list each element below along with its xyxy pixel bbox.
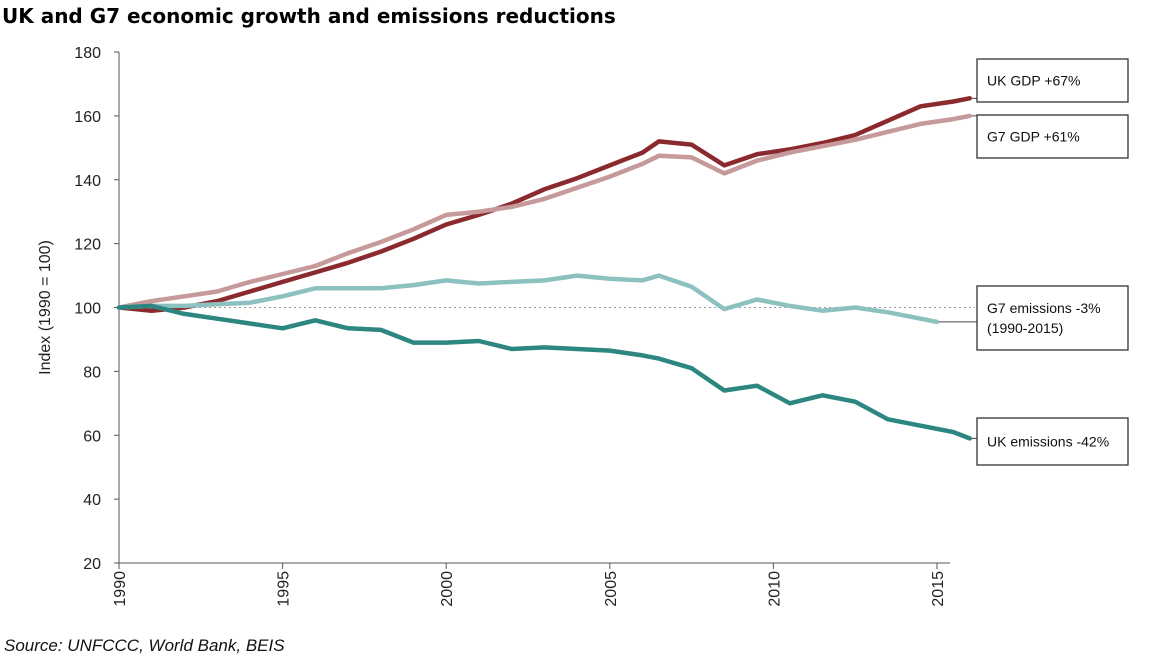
- y-tick-label: 140: [74, 173, 101, 190]
- y-tick-label: 160: [74, 109, 101, 126]
- y-tick-label: 40: [83, 492, 101, 509]
- uk-gdp-line: [116, 96, 972, 313]
- x-tick-label: 2000: [439, 571, 456, 607]
- g7-gdp-label-text: G7 GDP +61%: [987, 129, 1080, 145]
- uk-emissions-label-box: [976, 417, 1129, 466]
- x-tick-label: 2010: [766, 571, 783, 607]
- x-tick-label: 1995: [276, 571, 293, 607]
- x-tick-label: 1990: [112, 571, 129, 607]
- uk-gdp-label-box: [976, 58, 1129, 103]
- uk-emissions-label-text: UK emissions -42%: [987, 434, 1109, 450]
- g7-emissions-label-text: (1990-2015): [987, 320, 1063, 336]
- y-axis-title: Index (1990 = 100): [37, 240, 54, 375]
- y-tick-label: 120: [74, 237, 101, 254]
- x-tick-label: 2015: [930, 571, 947, 607]
- y-tick-label: 180: [74, 45, 101, 62]
- g7-emissions-label-box: [976, 285, 1129, 351]
- chart-title: UK and G7 economic growth and emissions …: [2, 4, 616, 28]
- source-note: Source: UNFCCC, World Bank, BEIS: [4, 636, 285, 655]
- g7-emissions-label-text: G7 emissions -3%: [987, 300, 1101, 316]
- y-tick-label: 60: [83, 428, 101, 445]
- y-tick-label: 20: [83, 556, 101, 573]
- uk-gdp-label-text: UK GDP +67%: [987, 73, 1081, 89]
- g7-gdp-line: [116, 113, 972, 310]
- series-lines: [116, 96, 972, 441]
- g7-gdp-label-box: [976, 114, 1129, 159]
- axes: 20 40 60 80 100 120 140 160 180 1990 1995 2000 2005 2…: [37, 45, 950, 607]
- series-annotations: UK GDP +67% G7 GDP +61% G7 emissions -3% (1…: [939, 58, 1129, 466]
- x-tick-label: 2005: [603, 571, 620, 607]
- y-tick-label: 100: [74, 301, 101, 318]
- uk-emissions-line: [116, 303, 972, 441]
- g7-emissions-line: [116, 273, 940, 325]
- y-tick-label: 80: [83, 364, 101, 381]
